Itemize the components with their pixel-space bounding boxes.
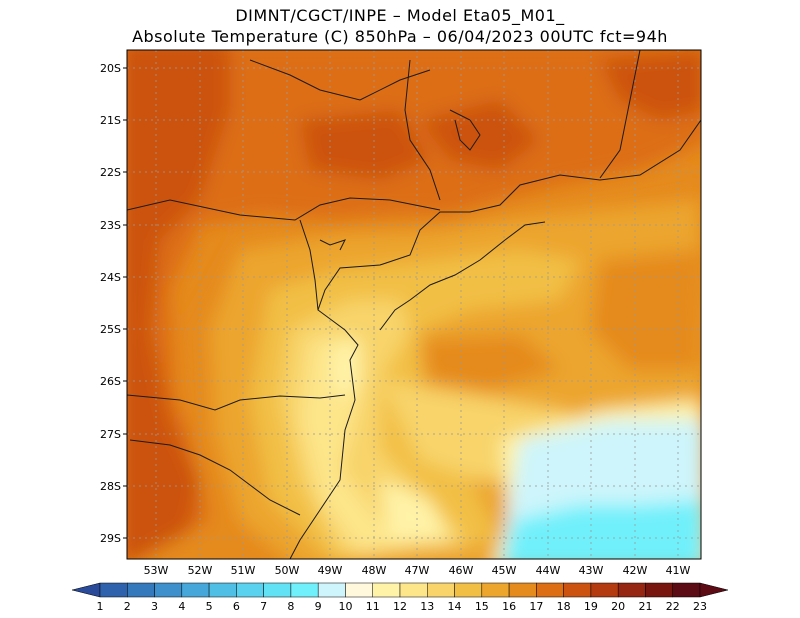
colorbar-label: 17 [529,600,543,613]
state-border-5 [404,59,441,201]
colorbar: 1 2 3 4 5 6 7 8 9 10 11 12 13 14 15 16 17 18 19 20 21 22 23 [71,582,729,613]
colorbar-label: 21 [638,600,652,613]
colorbar-swatch [399,582,428,598]
lon-label: 45W [492,564,517,577]
state-border-6 [599,50,641,179]
colorbar-swatch [672,582,701,598]
colorbar-label: 14 [448,600,462,613]
colorbar-label: 16 [502,600,516,613]
colorbar-swatch [590,582,619,598]
lon-label: 41W [666,564,691,577]
coast-detail [379,221,546,331]
lat-label: 28S [100,480,121,493]
colorbar-label: 4 [178,600,185,613]
colorbar-swatch [345,582,373,598]
lat-label: 26S [100,375,121,388]
colorbar-swatch [290,582,319,598]
bay-detail [319,239,346,251]
colorbar-label: 15 [475,600,489,613]
colorbar-label: 9 [315,600,322,613]
lat-label: 25S [100,323,121,336]
coastlines-and-borders [127,50,701,559]
lat-ticks [123,67,127,539]
colorbar-label: 13 [420,600,434,613]
colorbar-label: 23 [693,600,707,613]
lon-label: 42W [623,564,648,577]
lon-label: 46W [449,564,474,577]
lat-label: 27S [100,428,121,441]
colorbar-swatch [427,582,455,598]
colorbar-label: 6 [233,600,240,613]
colorbar-label: 1 [97,600,104,613]
lon-label: 50W [275,564,300,577]
colorbar-swatch [508,582,537,598]
colorbar-label: 10 [338,600,352,613]
lat-label: 22S [100,166,121,179]
colorbar-label: 22 [666,600,680,613]
colorbar-label: 19 [584,600,598,613]
title-line-2: Absolute Temperature (C) 850hPa – 06/04/… [132,27,668,46]
map-frame [126,49,702,560]
coastline [289,119,701,559]
title-line-1: DIMNT/CGCT/INPE – Model Eta05_M01_ [235,6,565,25]
lon-label: 53W [144,564,169,577]
colorbar-swatch [617,582,646,598]
colorbar-label: 7 [260,600,267,613]
state-border-7 [249,59,431,101]
lon-label: 49W [318,564,343,577]
lat-label: 20S [100,62,121,75]
state-border-2 [127,394,346,411]
colorbar-swatch [181,582,210,598]
colorbar-swatch [154,582,183,598]
temperature-field [127,50,701,559]
colorbar-swatch [263,582,292,598]
colorbar-label: 18 [557,600,571,613]
colorbar-swatch [536,582,564,598]
colorbar-label: 11 [366,600,380,613]
colorbar-swatch [127,582,155,598]
colorbar-label: 2 [124,600,131,613]
state-border-1 [127,197,441,221]
lat-label: 24S [100,271,121,284]
colorbar-swatch [317,582,346,598]
colorbar-label: 5 [206,600,213,613]
lat-label: 21S [100,114,121,127]
lat-label: 29S [100,532,121,545]
lon-label: 44W [536,564,561,577]
lon-label: 52W [188,564,213,577]
lon-label: 51W [231,564,256,577]
state-border-3 [129,439,301,516]
colorbar-swatch [372,582,401,598]
colorbar-swatch [645,582,673,598]
colorbar-swatch [563,582,592,598]
colorbar-arrow-right [699,582,729,598]
longitude-labels: 53W 52W 51W 50W 49W 48W 47W 46W 45W 44W … [144,564,691,577]
graticule [127,50,701,559]
river-detail [449,109,481,151]
colorbar-label: 3 [151,600,158,613]
lat-label: 23S [100,219,121,232]
colorbar-swatch [454,582,483,598]
lon-label: 47W [405,564,430,577]
lon-label: 48W [362,564,387,577]
colorbar-label: 20 [611,600,625,613]
colorbar-swatch [99,582,128,598]
lon-label: 43W [579,564,604,577]
colorbar-swatch [481,582,510,598]
state-border-4 [299,219,319,311]
colorbar-swatch [208,582,237,598]
colorbar-label: 8 [287,600,294,613]
colorbar-swatch [236,582,264,598]
colorbar-arrow-left [71,582,101,598]
latitude-labels: 20S 21S 22S 23S 24S 25S 26S 27S 28S 29S [100,62,121,545]
colorbar-label: 12 [393,600,407,613]
